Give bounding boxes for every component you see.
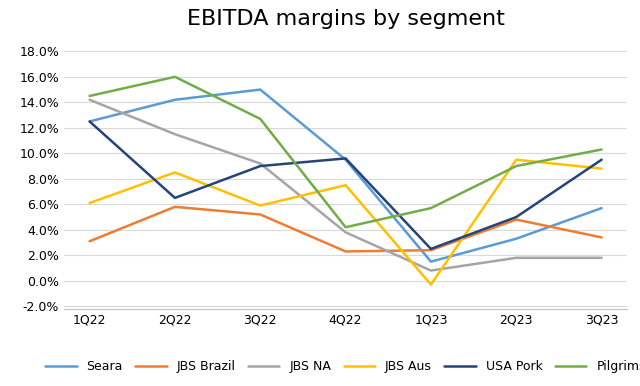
JBS Aus bbox=[86, 201, 93, 205]
JBS NA bbox=[86, 97, 93, 102]
Pilgrims bbox=[257, 117, 264, 121]
Line: USA Pork: USA Pork bbox=[90, 122, 602, 249]
Seara bbox=[86, 119, 93, 124]
USA Pork bbox=[86, 119, 93, 124]
JBS NA bbox=[427, 268, 435, 273]
Pilgrims bbox=[513, 164, 520, 168]
USA Pork bbox=[598, 157, 605, 162]
USA Pork bbox=[342, 156, 349, 161]
JBS Brazil bbox=[171, 205, 179, 209]
JBS Aus bbox=[342, 183, 349, 188]
Seara bbox=[257, 87, 264, 92]
Line: Pilgrims: Pilgrims bbox=[90, 77, 602, 227]
Seara bbox=[342, 157, 349, 162]
Pilgrims bbox=[86, 94, 93, 98]
JBS Aus bbox=[171, 170, 179, 175]
USA Pork bbox=[513, 215, 520, 219]
JBS Aus bbox=[598, 166, 605, 171]
JBS Brazil bbox=[342, 249, 349, 254]
Legend: Seara, JBS Brazil, JBS NA, JBS Aus, USA Pork, Pilgrims: Seara, JBS Brazil, JBS NA, JBS Aus, USA … bbox=[40, 355, 640, 378]
JBS Brazil bbox=[513, 217, 520, 222]
Line: JBS NA: JBS NA bbox=[90, 100, 602, 271]
Line: Seara: Seara bbox=[90, 90, 602, 262]
Seara bbox=[598, 206, 605, 210]
Pilgrims bbox=[342, 225, 349, 230]
JBS Aus bbox=[257, 203, 264, 208]
USA Pork bbox=[171, 196, 179, 200]
JBS NA bbox=[257, 161, 264, 166]
Title: EBITDA margins by segment: EBITDA margins by segment bbox=[187, 9, 504, 29]
Pilgrims bbox=[598, 147, 605, 152]
JBS NA bbox=[513, 256, 520, 260]
Pilgrims bbox=[427, 206, 435, 210]
Pilgrims bbox=[171, 74, 179, 79]
JBS NA bbox=[598, 256, 605, 260]
Line: JBS Aus: JBS Aus bbox=[90, 160, 602, 284]
Seara bbox=[171, 97, 179, 102]
JBS NA bbox=[342, 230, 349, 235]
JBS NA bbox=[171, 132, 179, 137]
Seara bbox=[513, 236, 520, 241]
USA Pork bbox=[427, 247, 435, 251]
JBS Brazil bbox=[427, 248, 435, 252]
Seara bbox=[427, 259, 435, 264]
Line: JBS Brazil: JBS Brazil bbox=[90, 207, 602, 251]
JBS Brazil bbox=[86, 239, 93, 244]
JBS Aus bbox=[427, 282, 435, 287]
JBS Brazil bbox=[257, 212, 264, 217]
USA Pork bbox=[257, 164, 264, 168]
JBS Brazil bbox=[598, 235, 605, 240]
JBS Aus bbox=[513, 157, 520, 162]
